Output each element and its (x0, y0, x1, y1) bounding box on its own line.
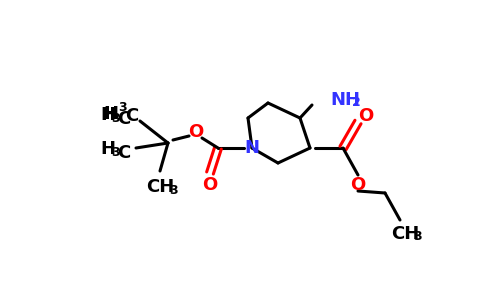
Text: NH: NH (330, 91, 360, 109)
Text: H: H (103, 105, 118, 123)
Text: O: O (358, 107, 374, 125)
Text: 3: 3 (170, 184, 178, 196)
Text: 3: 3 (118, 101, 127, 114)
Text: CH: CH (146, 178, 174, 196)
Text: C: C (118, 144, 131, 162)
Text: 3: 3 (112, 112, 121, 125)
Text: N: N (244, 139, 259, 157)
Text: C: C (125, 107, 138, 125)
Text: O: O (188, 123, 204, 141)
Text: H: H (101, 106, 116, 124)
Text: C: C (118, 110, 131, 128)
Text: 3: 3 (112, 146, 121, 160)
Text: O: O (350, 176, 365, 194)
Text: 3: 3 (414, 230, 423, 244)
Text: O: O (202, 176, 218, 194)
Text: H: H (101, 140, 116, 158)
Text: CH: CH (391, 225, 419, 243)
Text: 2: 2 (352, 97, 361, 110)
